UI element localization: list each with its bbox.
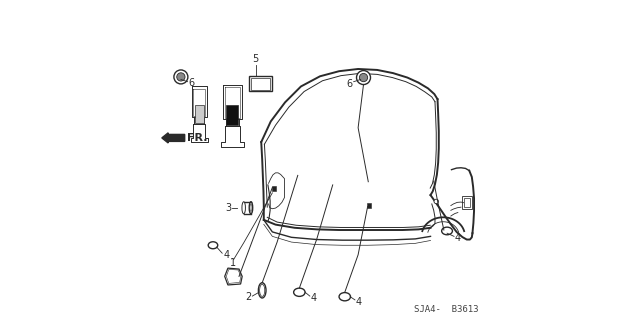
Bar	[252, 78, 271, 90]
Text: 1: 1	[230, 258, 236, 268]
Polygon shape	[225, 268, 242, 285]
Ellipse shape	[259, 283, 266, 298]
Ellipse shape	[294, 288, 305, 296]
Ellipse shape	[442, 227, 452, 235]
Text: 2: 2	[246, 292, 252, 302]
Text: FR.: FR.	[188, 133, 208, 143]
FancyArrow shape	[162, 133, 185, 143]
Text: 6: 6	[347, 79, 353, 89]
Text: 5: 5	[252, 54, 259, 64]
Bar	[367, 203, 371, 208]
Text: 4: 4	[356, 297, 362, 308]
Ellipse shape	[339, 293, 351, 301]
Ellipse shape	[242, 202, 245, 214]
Circle shape	[356, 70, 371, 85]
Bar	[227, 105, 238, 125]
Ellipse shape	[208, 242, 218, 249]
Bar	[463, 198, 470, 207]
Circle shape	[360, 73, 367, 82]
Bar	[195, 105, 204, 122]
Bar	[462, 196, 472, 209]
Text: 4: 4	[223, 250, 229, 260]
Text: 3: 3	[225, 204, 231, 213]
Circle shape	[434, 199, 438, 204]
Text: 4: 4	[310, 293, 317, 303]
Bar	[250, 76, 273, 91]
Circle shape	[177, 73, 185, 81]
Text: SJA4-  B3613: SJA4- B3613	[413, 305, 478, 314]
Bar	[244, 202, 251, 214]
Ellipse shape	[249, 202, 253, 214]
Text: 6: 6	[188, 78, 195, 88]
Ellipse shape	[250, 204, 252, 211]
Circle shape	[174, 70, 188, 84]
Ellipse shape	[260, 284, 265, 296]
Text: 4: 4	[454, 233, 461, 243]
Bar	[272, 186, 276, 191]
